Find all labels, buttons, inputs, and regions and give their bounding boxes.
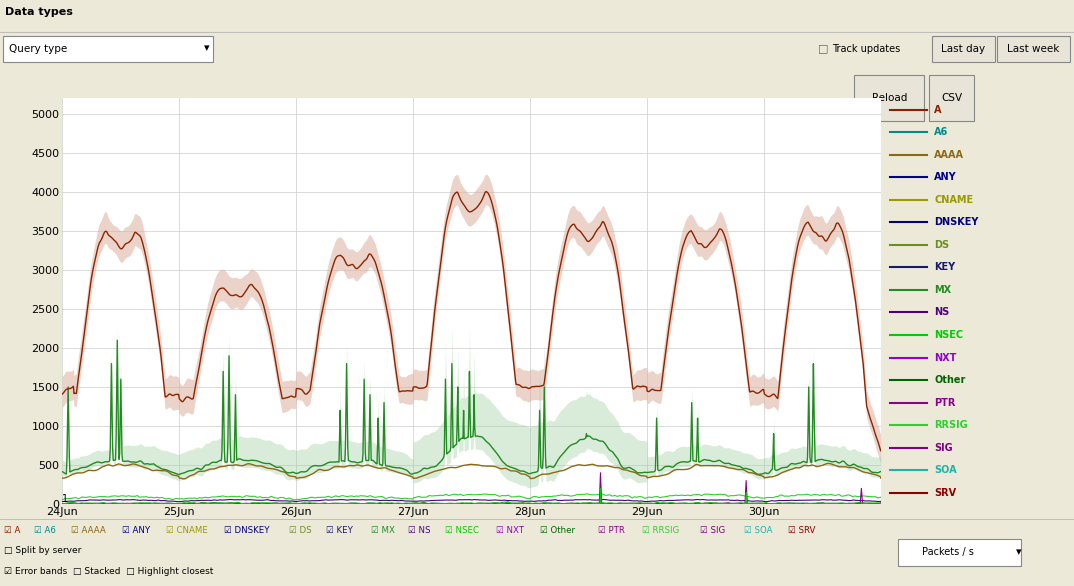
Text: ☑ NXT: ☑ NXT [495, 526, 524, 535]
Bar [898, 539, 1021, 566]
Text: ☑ MX: ☑ MX [371, 526, 394, 535]
Text: Reload: Reload [872, 93, 906, 103]
Text: DNSKEY: DNSKEY [934, 217, 978, 227]
Text: Track updates: Track updates [832, 43, 901, 53]
Text: Packets / s: Packets / s [923, 547, 974, 557]
Text: ☑ AAAA: ☑ AAAA [71, 526, 106, 535]
Text: Last week: Last week [1007, 43, 1059, 53]
Text: ☑ KEY: ☑ KEY [326, 526, 353, 535]
Text: CNAME: CNAME [934, 195, 973, 205]
Text: 1: 1 [61, 494, 68, 504]
Bar [854, 75, 924, 121]
Text: A: A [934, 105, 942, 115]
Text: NXT: NXT [934, 353, 957, 363]
Text: NS: NS [934, 308, 949, 318]
Text: ☑ SIG: ☑ SIG [700, 526, 725, 535]
Text: ☑ A: ☑ A [4, 526, 20, 535]
Text: ANY: ANY [934, 172, 957, 182]
Text: ☑ DS: ☑ DS [289, 526, 313, 535]
Text: NSEC: NSEC [934, 330, 963, 340]
Text: SIG: SIG [934, 442, 953, 452]
Text: CSV: CSV [941, 93, 962, 103]
Text: KEY: KEY [934, 263, 956, 272]
Text: SOA: SOA [934, 465, 957, 475]
Text: RRSIG: RRSIG [934, 420, 968, 430]
Text: ☑ NSEC: ☑ NSEC [445, 526, 479, 535]
Text: ☑ Error bands  □ Stacked  □ Highlight closest: ☑ Error bands □ Stacked □ Highlight clos… [4, 567, 214, 575]
Text: □ Split by server: □ Split by server [4, 547, 82, 556]
Text: MX: MX [934, 285, 952, 295]
Text: SRV: SRV [934, 488, 957, 498]
Bar [3, 36, 213, 62]
Bar [997, 36, 1070, 62]
Text: ☑ Other: ☑ Other [539, 526, 575, 535]
Text: □: □ [818, 43, 829, 53]
Text: ☑ RRSIG: ☑ RRSIG [642, 526, 679, 535]
Text: ☑ SRV: ☑ SRV [788, 526, 815, 535]
Text: ☑ A6: ☑ A6 [34, 526, 56, 535]
Text: ☑ PTR: ☑ PTR [597, 526, 625, 535]
Bar [929, 75, 974, 121]
Text: Data types: Data types [5, 7, 73, 17]
Text: A6: A6 [934, 127, 948, 137]
Text: Other: Other [934, 375, 966, 385]
Text: ☑ DNSKEY: ☑ DNSKEY [224, 526, 270, 535]
Text: Query type: Query type [9, 43, 67, 53]
Text: ☑ CNAME: ☑ CNAME [166, 526, 208, 535]
Text: ☑ SOA: ☑ SOA [744, 526, 772, 535]
Text: ▾: ▾ [204, 43, 209, 53]
Bar [932, 36, 995, 62]
Text: ▾: ▾ [1016, 547, 1021, 557]
Text: PTR: PTR [934, 397, 956, 408]
Text: ☑ ANY: ☑ ANY [122, 526, 150, 535]
Text: ☑ NS: ☑ NS [407, 526, 430, 535]
Text: AAAA: AAAA [934, 150, 964, 160]
Text: Last day: Last day [941, 43, 986, 53]
Text: DS: DS [934, 240, 949, 250]
